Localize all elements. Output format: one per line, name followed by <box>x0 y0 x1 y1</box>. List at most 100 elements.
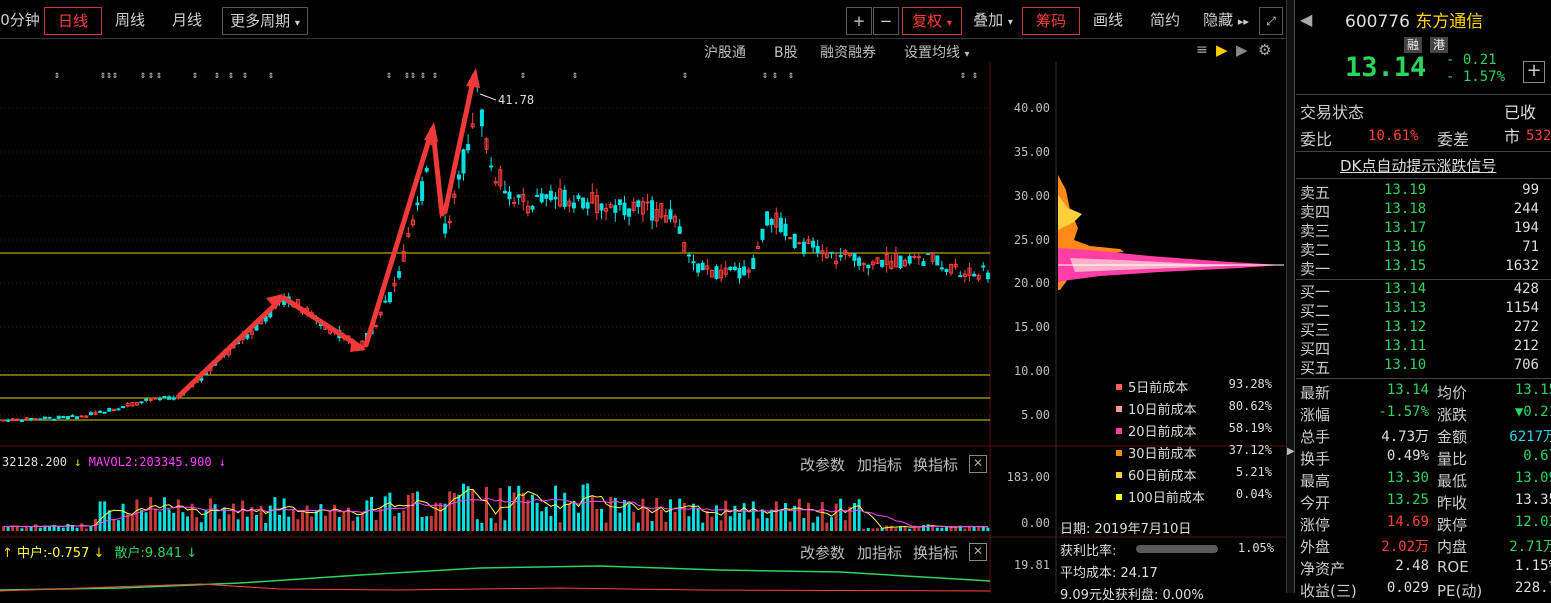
volume-bar <box>544 506 548 531</box>
stock-title: 600776 东方通信 <box>1345 7 1483 32</box>
level-label: 卖四 <box>1300 203 1331 221</box>
volume-bar <box>232 503 235 531</box>
period-week-button[interactable]: 周线 <box>114 11 145 29</box>
legend-swatch <box>1116 384 1122 390</box>
candle-body <box>962 273 967 278</box>
expand-icon[interactable]: ⤢ <box>1259 7 1283 35</box>
play-grey-icon[interactable]: ▶ <box>1236 41 1248 59</box>
zoom-out-button[interactable]: − <box>873 7 899 35</box>
candle-body <box>769 219 774 225</box>
volume-bar <box>724 500 728 531</box>
event-marker: ⇕ <box>54 70 60 81</box>
volume-bar <box>278 514 281 531</box>
volume-bar <box>379 508 383 531</box>
event-marker: ⇕ <box>682 70 688 81</box>
volume-bar <box>912 525 916 531</box>
level-price: 13.10 <box>1384 357 1427 373</box>
stat-value: 13.09 <box>1514 470 1551 486</box>
sell-level-row[interactable]: 卖三 13.17 194 <box>1300 220 1551 240</box>
zoom-in-button[interactable]: + <box>846 7 872 35</box>
volume-bar <box>241 500 245 531</box>
candle-body <box>383 300 388 303</box>
chevron-down-icon: ▾ <box>946 18 952 29</box>
stat-value: ▼0.21 <box>1514 404 1551 420</box>
buy-level-row[interactable]: 买四 13.11 212 <box>1300 338 1551 358</box>
bid-diff-value: 532 <box>1526 128 1551 144</box>
panel-divider[interactable]: ▶ <box>1286 0 1295 593</box>
volume-bar <box>466 486 470 531</box>
candle-body <box>691 261 696 264</box>
margin-trading-link[interactable]: 融资融券 <box>820 45 876 61</box>
stat-value: 4.73万 <box>1381 429 1429 445</box>
vol-switch-indicator-button[interactable]: 换指标 <box>913 456 959 474</box>
candle-body <box>742 266 747 276</box>
draw-line-button[interactable]: 画线 <box>1092 11 1123 29</box>
candle-body <box>1 419 6 422</box>
buy-level-row[interactable]: 买二 13.13 1154 <box>1300 300 1551 320</box>
buy-level-row[interactable]: 买一 13.14 428 <box>1300 281 1551 301</box>
stat-label: 均价 <box>1437 384 1468 402</box>
hide-panel-button[interactable]: 隐藏 ▸▸ <box>1196 7 1256 33</box>
play-yellow-icon[interactable]: ▶ <box>1216 41 1228 59</box>
bshare-link[interactable]: B股 <box>774 45 798 61</box>
volume-bar <box>751 501 755 531</box>
volume-bar <box>563 492 567 531</box>
sell-level-row[interactable]: 卖一 13.15 1632 <box>1300 258 1551 278</box>
overlay-dropdown[interactable]: 叠加 ▾ <box>966 7 1020 33</box>
candle-body <box>111 408 116 411</box>
ind-add-indicator-button[interactable]: 加指标 <box>857 544 903 562</box>
add-watchlist-button[interactable]: + <box>1523 61 1545 83</box>
candle-body <box>916 256 921 259</box>
period-month-button[interactable]: 月线 <box>171 11 202 29</box>
volume-bar <box>347 507 350 531</box>
ma-setting-dropdown[interactable]: 设置均线 ▾ <box>904 42 969 62</box>
volume-bar <box>738 513 741 531</box>
vol-edit-params-button[interactable]: 改参数 <box>800 456 846 474</box>
simple-mode-button[interactable]: 简约 <box>1149 11 1180 29</box>
overlay-label: 叠加 <box>973 11 1004 29</box>
ind-switch-indicator-button[interactable]: 换指标 <box>913 544 959 562</box>
adjust-rights-dropdown[interactable]: 复权 ▾ <box>902 7 962 35</box>
volume-bar <box>52 525 56 531</box>
volume-bar <box>917 526 921 531</box>
collapse-arrow-icon[interactable]: ▶ <box>1287 446 1295 457</box>
volume-bar <box>678 498 682 531</box>
period-day-button[interactable]: 日线 <box>44 7 102 35</box>
volume-bar <box>222 507 226 531</box>
buy-level-row[interactable]: 买三 13.12 272 <box>1300 319 1551 339</box>
candle-body <box>130 401 135 407</box>
prev-stock-arrow-icon[interactable]: ◀ <box>1300 10 1313 29</box>
stat-label: 跌停 <box>1437 516 1468 534</box>
chip-distribution-button[interactable]: 筹码 <box>1022 7 1080 35</box>
kline-chart[interactable]: ⇕⇕⇕⇕⇕⇕⇕⇕⇕⇕⇕⇕⇕⇕⇕⇕⇕⇕⇕⇕⇕⇕⇕⇕⇕⇕ 41.78 <box>0 0 1290 593</box>
sell-level-row[interactable]: 卖四 13.18 244 <box>1300 201 1551 221</box>
period-minute-button[interactable]: 0分钟 <box>0 11 40 29</box>
level-volume: 212 <box>1513 338 1539 354</box>
list-icon[interactable]: ≡ <box>1196 42 1208 58</box>
volume-bar <box>416 491 419 531</box>
sell-level-row[interactable]: 卖五 13.19 99 <box>1300 182 1551 202</box>
close-icon[interactable]: ✕ <box>969 543 987 561</box>
hgt-link[interactable]: 沪股通 <box>704 45 746 61</box>
profit-ratio-value: 1.05% <box>1237 541 1274 555</box>
event-marker: ⇕ <box>520 70 526 81</box>
volume-bar <box>590 496 594 531</box>
candle-body <box>167 396 172 400</box>
ind-edit-params-button[interactable]: 改参数 <box>800 544 846 562</box>
volume-bar <box>521 492 525 531</box>
vol-axis-top: 183.00 <box>1006 470 1050 484</box>
price-axis-label: 10.00 <box>1013 364 1050 378</box>
gear-icon[interactable]: ⚙ <box>1258 41 1272 59</box>
buy-level-row[interactable]: 买五 13.10 706 <box>1300 357 1551 377</box>
volume-bar <box>6 526 10 531</box>
level-price: 13.15 <box>1384 258 1427 274</box>
close-icon[interactable]: ✕ <box>969 455 987 473</box>
volume-bar <box>383 496 387 531</box>
more-periods-dropdown[interactable]: 更多周期 ▾ <box>222 7 308 35</box>
volume-bar <box>581 484 585 531</box>
stats-row: 涨停 14.69 跌停 12.02 <box>1300 514 1551 536</box>
volume-bar <box>779 510 783 531</box>
vol-add-indicator-button[interactable]: 加指标 <box>857 456 903 474</box>
signal-link[interactable]: DK点自动提示涨跌信号 <box>1340 157 1497 175</box>
sell-level-row[interactable]: 卖二 13.16 71 <box>1300 239 1551 259</box>
